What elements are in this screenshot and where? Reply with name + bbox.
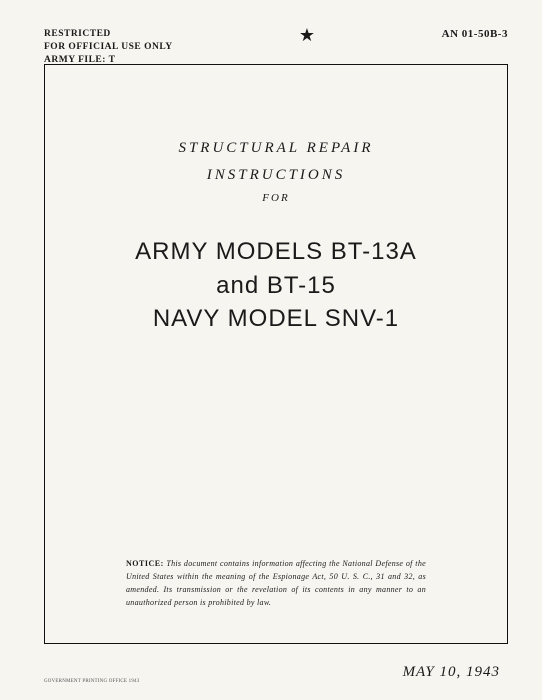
supertitle-line: INSTRUCTIONS	[65, 162, 487, 189]
printer-mark: GOVERNMENT PRINTING OFFICE 1943	[44, 679, 139, 684]
title-frame: STRUCTURAL REPAIR INSTRUCTIONS FOR ARMY …	[44, 64, 508, 644]
classification-line: RESTRICTED	[44, 28, 173, 41]
notice-text: This document contains information affec…	[126, 559, 426, 606]
notice-label: NOTICE:	[126, 559, 164, 568]
title-line: ARMY MODELS BT-13A	[65, 235, 487, 269]
star-icon: ★	[299, 26, 316, 44]
header-row: RESTRICTED FOR OFFICIAL USE ONLY ARMY FI…	[44, 28, 508, 66]
supertitle-for: FOR	[65, 189, 487, 209]
classification-block: RESTRICTED FOR OFFICIAL USE ONLY ARMY FI…	[44, 28, 173, 66]
document-page: RESTRICTED FOR OFFICIAL USE ONLY ARMY FI…	[0, 0, 542, 700]
supertitle-line: STRUCTURAL REPAIR	[65, 135, 487, 162]
title-line: NAVY MODEL SNV-1	[65, 302, 487, 336]
title-line: and BT-15	[65, 269, 487, 303]
document-number: AN 01-50B-3	[442, 28, 508, 40]
main-title: ARMY MODELS BT-13A and BT-15 NAVY MODEL …	[65, 235, 487, 336]
classification-line: FOR OFFICIAL USE ONLY	[44, 41, 173, 54]
legal-notice: NOTICE: This document contains informati…	[126, 558, 426, 609]
supertitle-block: STRUCTURAL REPAIR INSTRUCTIONS FOR	[65, 135, 487, 209]
